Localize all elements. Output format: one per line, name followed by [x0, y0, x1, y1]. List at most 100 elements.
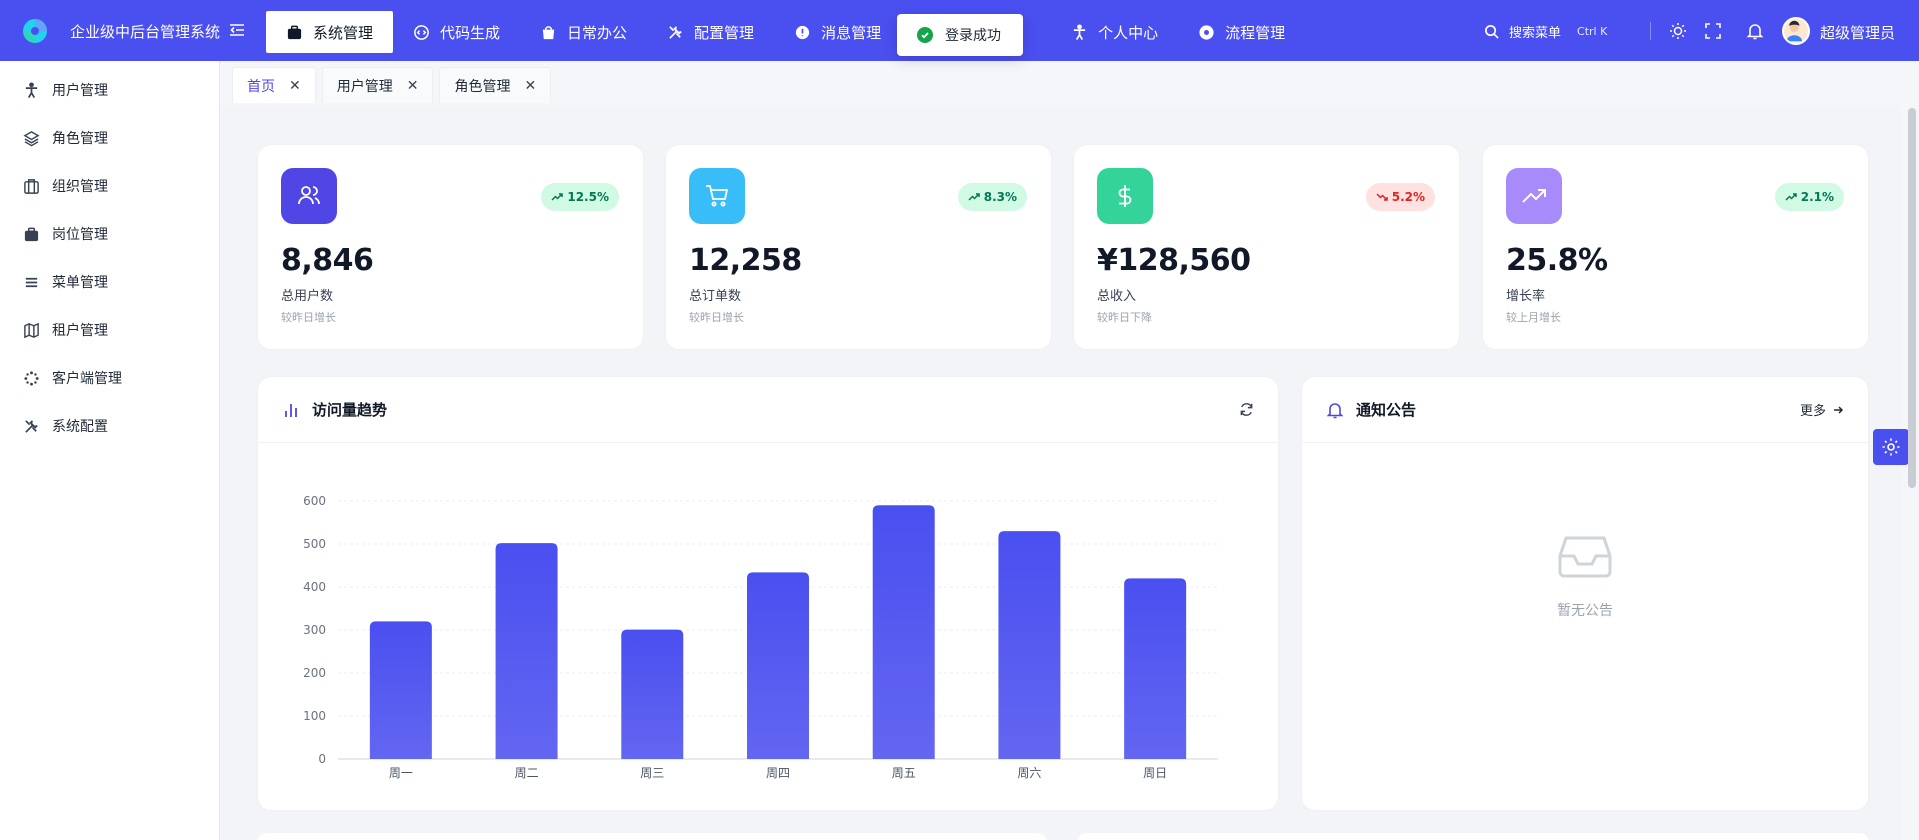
bar[interactable]	[998, 531, 1061, 759]
users-icon	[281, 168, 337, 224]
sidebar: 用户管理角色管理组织管理岗位管理菜单管理租户管理客户端管理系统配置	[0, 61, 220, 840]
y-tick-label: 500	[303, 537, 326, 551]
more-label: 更多	[1799, 404, 1826, 419]
sidebar-item-label: 客户端管理	[52, 371, 122, 387]
nav-item-label: 流程管理	[1225, 23, 1286, 42]
settings-float-button[interactable]	[1873, 429, 1909, 465]
notification-bell-icon[interactable]	[1746, 22, 1764, 40]
bar[interactable]	[621, 629, 684, 759]
trend-value: 2.1%	[1800, 190, 1834, 204]
visits-card-header: 访问量趋势	[258, 377, 1278, 443]
stat-value: ¥128,560	[1097, 243, 1251, 278]
refresh-icon[interactable]	[1239, 402, 1254, 417]
notice-title: 通知公告	[1356, 401, 1417, 419]
person-icon	[23, 81, 40, 99]
tools-icon	[23, 418, 40, 435]
sidebar-item-7[interactable]: 客户端管理	[0, 354, 219, 402]
nav-item-4[interactable]: 配置管理	[647, 11, 774, 53]
y-tick-label: 200	[303, 666, 326, 680]
sidebar-item-label: 组织管理	[52, 179, 108, 195]
trend-badge: 12.5%	[541, 183, 619, 211]
close-icon[interactable]: ✕	[289, 77, 301, 94]
sidebar-item-3[interactable]: 组织管理	[0, 162, 219, 210]
map-icon	[23, 322, 40, 339]
gear-icon	[1198, 24, 1215, 41]
stat-label: 增长率	[1506, 289, 1546, 304]
nav-item-2[interactable]: 代码生成	[393, 11, 520, 53]
search-menu-button[interactable]: 搜索菜单 Ctrl K	[1472, 18, 1625, 44]
notice-card-header: 通知公告 更多	[1302, 377, 1868, 443]
nav-item-5[interactable]: 消息管理	[774, 11, 901, 53]
nav-item-3[interactable]: 日常办公	[520, 11, 647, 53]
x-tick-label: 周一	[389, 766, 413, 780]
search-label: 搜索菜单	[1509, 25, 1562, 41]
apps-icon	[23, 370, 40, 387]
x-tick-label: 周二	[515, 766, 539, 780]
bar[interactable]	[369, 621, 432, 759]
y-tick-label: 0	[318, 752, 326, 766]
sidebar-item-2[interactable]: 角色管理	[0, 114, 219, 162]
y-tick-label: 300	[303, 623, 326, 637]
nav-item-6[interactable]: 个人中心	[1051, 11, 1178, 53]
stat-value: 25.8%	[1506, 243, 1608, 278]
bag-icon	[540, 24, 557, 41]
stat-subtext: 较昨日增长	[689, 311, 744, 324]
fullscreen-icon[interactable]	[1704, 22, 1722, 40]
trend-up-icon	[551, 193, 564, 201]
sidebar-item-4[interactable]: 岗位管理	[0, 210, 219, 258]
nav-item-label: 消息管理	[821, 23, 882, 42]
person-icon	[1071, 23, 1088, 41]
trend-badge: 2.1%	[1774, 183, 1844, 211]
sidebar-item-label: 用户管理	[52, 83, 108, 99]
bar[interactable]	[1124, 578, 1187, 759]
y-tick-label: 100	[303, 709, 326, 723]
close-icon[interactable]: ✕	[406, 77, 419, 94]
empty-text: 暂无公告	[1557, 603, 1613, 619]
scrollbar[interactable]	[1908, 108, 1916, 488]
tools-icon	[667, 24, 684, 41]
sun-icon[interactable]	[1669, 22, 1687, 40]
sidebar-item-5[interactable]: 菜单管理	[0, 258, 219, 306]
toast-message: 登录成功	[945, 28, 1001, 44]
x-tick-label: 周六	[1017, 766, 1041, 780]
sidebar-item-label: 租户管理	[52, 323, 108, 339]
code-icon	[413, 24, 430, 41]
nav-item-1[interactable]: 系统管理	[266, 11, 394, 53]
y-tick-label: 400	[303, 580, 326, 594]
success-toast: 登录成功	[897, 14, 1023, 56]
nav-item-label: 系统管理	[313, 23, 374, 42]
collapse-menu-icon[interactable]	[228, 21, 246, 39]
bell-icon	[1326, 402, 1344, 418]
top-nav: 系统管理 代码生成 日常办公 配置管理 消息管理 个人中心 流程管理	[266, 11, 1305, 53]
notice-card: 通知公告 更多 暂无公告	[1301, 376, 1869, 811]
stat-label: 总用户数	[281, 289, 334, 304]
username[interactable]: 超级管理员	[1820, 24, 1896, 42]
tab-label: 角色管理	[454, 78, 511, 95]
briefcase-icon	[23, 226, 40, 243]
sidebar-item-8[interactable]: 系统配置	[0, 402, 219, 450]
sidebar-item-label: 菜单管理	[52, 275, 108, 291]
bar[interactable]	[747, 572, 809, 759]
nav-item-label: 代码生成	[440, 23, 501, 42]
stat-card: 5.2% ¥128,560 总收入 较昨日下降	[1073, 144, 1460, 350]
card-edge	[1077, 833, 1869, 840]
avatar[interactable]	[1782, 17, 1810, 45]
bar[interactable]	[872, 505, 935, 759]
sidebar-item-label: 岗位管理	[52, 227, 108, 243]
tab-1[interactable]: 首页 ✕	[232, 67, 316, 103]
arrow-right-icon	[1834, 405, 1844, 414]
more-link[interactable]: 更多	[1800, 400, 1844, 419]
tab-3[interactable]: 角色管理 ✕	[439, 67, 552, 103]
sidebar-item-1[interactable]: 用户管理	[0, 66, 219, 114]
nav-item-7[interactable]: 流程管理	[1178, 11, 1305, 53]
tab-2[interactable]: 用户管理 ✕	[321, 67, 434, 103]
tab-label: 首页	[247, 78, 275, 95]
check-circle-icon	[917, 27, 933, 43]
bar[interactable]	[495, 543, 558, 759]
close-icon[interactable]: ✕	[524, 77, 537, 94]
x-tick-label: 周五	[892, 766, 916, 780]
trend-value: 12.5%	[567, 190, 609, 204]
bar-chart-icon	[285, 403, 297, 417]
stat-subtext: 较昨日增长	[281, 311, 336, 324]
sidebar-item-6[interactable]: 租户管理	[0, 306, 219, 354]
